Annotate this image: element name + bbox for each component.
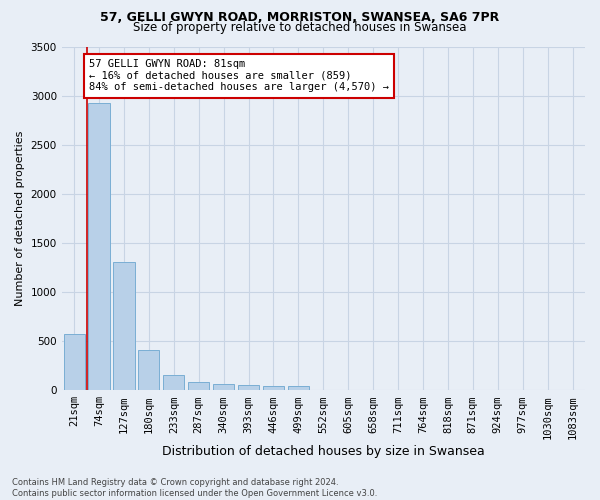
Bar [213, 384, 234, 390]
Bar [113, 262, 134, 390]
Bar [163, 375, 184, 390]
Bar [288, 386, 309, 390]
X-axis label: Distribution of detached houses by size in Swansea: Distribution of detached houses by size … [162, 444, 485, 458]
Bar [88, 104, 110, 391]
Bar [188, 382, 209, 390]
Text: 57, GELLI GWYN ROAD, MORRISTON, SWANSEA, SA6 7PR: 57, GELLI GWYN ROAD, MORRISTON, SWANSEA,… [100, 11, 500, 24]
Text: Contains HM Land Registry data © Crown copyright and database right 2024.
Contai: Contains HM Land Registry data © Crown c… [12, 478, 377, 498]
Bar [138, 350, 160, 391]
Text: 57 GELLI GWYN ROAD: 81sqm
← 16% of detached houses are smaller (859)
84% of semi: 57 GELLI GWYN ROAD: 81sqm ← 16% of detac… [89, 60, 389, 92]
Text: Size of property relative to detached houses in Swansea: Size of property relative to detached ho… [133, 22, 467, 35]
Bar [238, 385, 259, 390]
Y-axis label: Number of detached properties: Number of detached properties [15, 130, 25, 306]
Bar [64, 334, 85, 390]
Bar [263, 386, 284, 390]
